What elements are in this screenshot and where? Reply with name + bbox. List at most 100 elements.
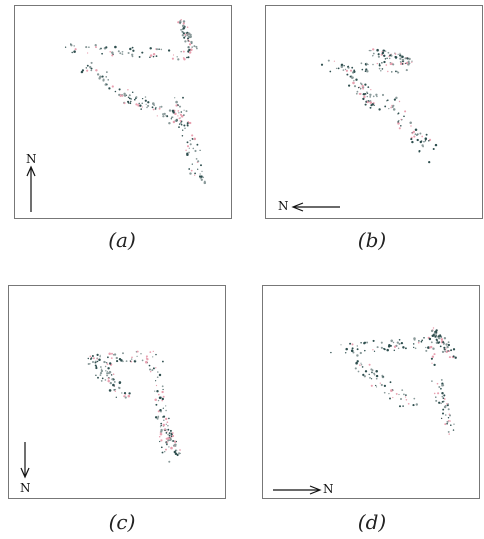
scatter-point [192, 138, 194, 140]
scatter-point [371, 385, 373, 387]
scatter-point [188, 56, 190, 58]
scatter-point [189, 172, 191, 174]
scatter-point [413, 136, 415, 138]
scatter-point [156, 390, 158, 392]
scatter-point [183, 22, 185, 24]
scatter-point [135, 360, 136, 361]
scatter-point [334, 61, 335, 62]
scatter-point [378, 56, 380, 58]
scatter-point [167, 439, 169, 441]
scatter-point [180, 19, 182, 21]
scatter-point [101, 53, 103, 55]
scatter-point [441, 336, 442, 337]
scatter-point [182, 25, 184, 27]
scatter-point [352, 82, 355, 85]
scatter-point [145, 361, 148, 364]
scatter-point [398, 54, 399, 55]
scatter-point [86, 67, 87, 68]
scatter-point [183, 124, 185, 126]
scatter-point [151, 369, 153, 371]
scatter-point [88, 46, 90, 48]
scatter-point [398, 394, 399, 395]
scatter-point [113, 373, 115, 375]
scatter-point [142, 103, 143, 104]
scatter-point [435, 330, 437, 332]
scatter-point [139, 105, 141, 107]
scatter-point [187, 125, 188, 126]
scatter-point [119, 382, 121, 384]
scatter-point [436, 339, 438, 341]
scatter-point [416, 134, 417, 135]
scatter-point [134, 99, 136, 101]
scatter-point [421, 341, 423, 343]
scatter-point [159, 436, 160, 437]
scatter-point [99, 356, 101, 358]
scatter-point [146, 358, 147, 359]
scatter-point [336, 68, 337, 69]
scatter-point [160, 423, 162, 425]
scatter-point [106, 76, 107, 77]
scatter-point [418, 342, 420, 344]
scatter-point [132, 92, 134, 94]
scatter-point [131, 356, 133, 358]
scatter-point [360, 363, 361, 364]
scatter-point [398, 112, 400, 114]
scatter-point [107, 367, 109, 369]
scatter-point [140, 353, 141, 354]
scatter-point [155, 108, 157, 110]
scatter-point [119, 88, 121, 90]
scatter-point [186, 34, 188, 36]
scatter-point [372, 55, 373, 56]
panel-a: N [14, 5, 232, 219]
scatter-point [329, 71, 331, 73]
scatter-point [90, 356, 92, 358]
scatter-point [165, 410, 167, 412]
scatter-point [361, 62, 363, 64]
caption-b: (b) [342, 228, 402, 252]
scatter-point [189, 148, 190, 149]
scatter-point [115, 390, 116, 391]
scatter-point [365, 370, 367, 372]
scatter-point [195, 46, 197, 48]
scatter-point [97, 377, 99, 379]
scatter-point [378, 53, 380, 55]
scatter-point [355, 367, 357, 369]
scatter-point [444, 337, 446, 339]
scatter-point [112, 384, 115, 387]
scatter-point [122, 51, 124, 53]
scatter-point [417, 139, 419, 141]
scatter-point [92, 361, 94, 363]
scatter-point [367, 64, 368, 65]
scatter-point [367, 101, 369, 103]
scatter-point [183, 32, 185, 34]
scatter-point [108, 352, 111, 355]
scatter-point [428, 140, 430, 142]
scatter-point [349, 343, 351, 345]
scatter-point [187, 122, 189, 124]
scatter-point [161, 400, 163, 402]
scatter-point [194, 138, 197, 141]
scatter-point [450, 349, 452, 351]
scatter-point [182, 97, 184, 99]
scatter-point [164, 429, 166, 431]
scatter-point [406, 69, 408, 71]
scatter-point [183, 51, 185, 53]
scatter-point [132, 50, 134, 52]
scatter-point [453, 355, 455, 357]
scatter-point [162, 389, 163, 390]
scatter-point [356, 354, 358, 356]
scatter-point [373, 53, 375, 55]
scatter-point [177, 115, 178, 116]
scatter-point [113, 389, 115, 391]
scatter-point [109, 51, 111, 53]
scatter-point [73, 50, 76, 53]
scatter-point [168, 49, 170, 51]
scatter-point [372, 64, 374, 66]
scatter-point [100, 355, 101, 356]
scatter-point [371, 378, 372, 379]
scatter-point [448, 417, 449, 418]
scatter-point [199, 150, 200, 151]
scatter-point [432, 335, 435, 338]
scatter-point [425, 350, 427, 352]
scatter-point [122, 361, 124, 363]
